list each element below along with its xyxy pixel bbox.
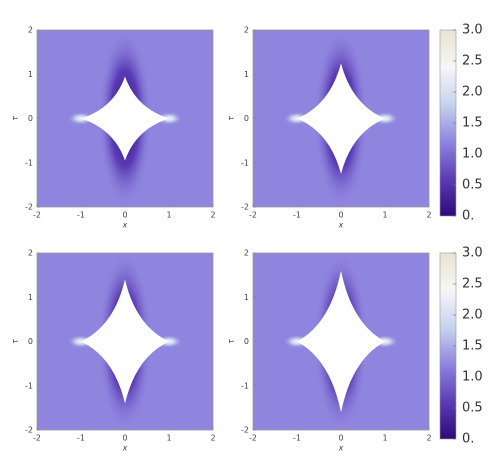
y-tick-label: 0 <box>28 114 33 123</box>
x-tick-label: -1 <box>293 434 301 443</box>
y-axis-label: τ <box>11 116 20 121</box>
x-tick-label: 0 <box>338 211 343 220</box>
x-tick-label: -1 <box>77 211 85 220</box>
x-tick-label: 1 <box>166 434 171 443</box>
colorbar-tick-label: 1.5 <box>462 116 483 131</box>
x-tick-label: 0 <box>122 434 127 443</box>
y-tick-label: -1 <box>25 158 33 167</box>
y-tick-label: 1 <box>28 293 33 302</box>
x-tick-label: -1 <box>77 434 85 443</box>
x-axis-label: x <box>122 444 128 453</box>
y-tick-label: 1 <box>244 293 249 302</box>
region-boundary <box>297 270 385 413</box>
y-tick-label: 2 <box>28 26 33 35</box>
y-tick-label: -1 <box>241 381 249 390</box>
x-tick-label: 2 <box>426 434 431 443</box>
y-tick-label: -1 <box>241 158 249 167</box>
y-tick-label: 1 <box>244 70 249 79</box>
x-tick-label: -2 <box>33 434 41 443</box>
y-axis-label: τ <box>227 339 236 344</box>
y-tick-label: -2 <box>25 426 33 435</box>
y-tick-label: 0 <box>28 337 33 346</box>
x-tick-label: 1 <box>382 211 387 220</box>
colorbar-tick-label: 0.5 <box>462 401 483 416</box>
x-axis-label: x <box>338 444 344 453</box>
colorbar-tick-label: 1.0 <box>462 147 483 162</box>
x-axis-label: x <box>338 221 344 230</box>
y-tick-label: -2 <box>241 203 249 212</box>
x-tick-label: 2 <box>210 434 215 443</box>
colorbar-tick-label: 1.0 <box>462 370 483 385</box>
x-tick-label: 1 <box>382 434 387 443</box>
y-tick-label: -2 <box>25 203 33 212</box>
y-tick-label: 0 <box>244 114 249 123</box>
y-tick-label: 2 <box>244 249 249 258</box>
colorbar-tick-label: 0. <box>462 209 474 224</box>
x-tick-label: 0 <box>122 211 127 220</box>
y-tick-label: 0 <box>244 337 249 346</box>
x-tick-label: -2 <box>249 211 257 220</box>
x-tick-label: -2 <box>249 434 257 443</box>
x-axis-label: x <box>122 221 128 230</box>
x-tick-label: 2 <box>210 211 215 220</box>
x-tick-label: 2 <box>426 211 431 220</box>
region-boundary <box>81 279 169 404</box>
y-tick-label: 2 <box>28 249 33 258</box>
colorbar-tick-label: 2.0 <box>462 308 483 323</box>
colorbar-tick-label: 2.0 <box>462 85 483 100</box>
y-axis-label: τ <box>227 116 236 121</box>
x-tick-label: -1 <box>293 211 301 220</box>
colorbar-tick-label: 2.5 <box>462 54 483 69</box>
colorbar-tick-label: 1.5 <box>462 339 483 354</box>
colorbar-tick-label: 0.5 <box>462 178 483 193</box>
region-boundary <box>297 63 385 174</box>
colorbar-tick-label: 3.0 <box>462 246 483 261</box>
x-tick-label: 0 <box>338 434 343 443</box>
y-tick-label: 1 <box>28 70 33 79</box>
y-tick-label: -2 <box>241 426 249 435</box>
x-tick-label: 1 <box>166 211 171 220</box>
colorbar-tick-label: 3.0 <box>462 23 483 38</box>
y-tick-label: -1 <box>25 381 33 390</box>
region-boundary <box>81 76 169 161</box>
colorbar-tick-label: 2.5 <box>462 277 483 292</box>
colorbar-tick-label: 0. <box>462 432 474 447</box>
x-tick-label: -2 <box>33 211 41 220</box>
y-axis-label: τ <box>11 339 20 344</box>
y-tick-label: 2 <box>244 26 249 35</box>
